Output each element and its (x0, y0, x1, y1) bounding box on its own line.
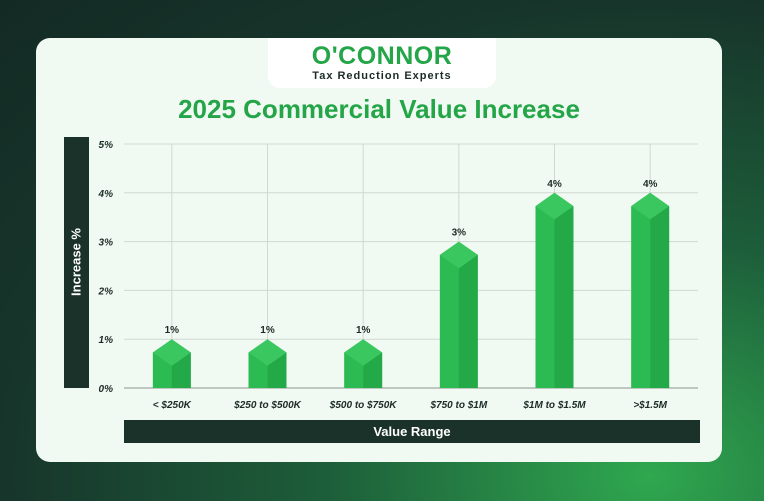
y-tick-label: 4% (98, 189, 114, 200)
data-label: 3% (452, 228, 467, 239)
bar-shade (171, 352, 191, 388)
bar-cap (535, 192, 574, 220)
logo: O'CONNOR Tax Reduction Experts (268, 38, 496, 88)
data-label: 4% (547, 179, 562, 190)
bar-shade (458, 254, 478, 388)
data-label: 1% (260, 325, 275, 336)
chart-title: 2025 Commercial Value Increase (178, 94, 580, 124)
data-label: 4% (643, 179, 658, 190)
x-tick-label: $1M to $1.5M (522, 400, 586, 411)
y-tick-label: 5% (99, 140, 114, 151)
logo-tagline: Tax Reduction Experts (312, 70, 452, 82)
y-tick-label: 3% (99, 238, 114, 249)
x-tick-label: $250 to $500K (233, 400, 301, 411)
data-label: 1% (165, 325, 180, 336)
x-tick-label: < $250K (153, 400, 192, 411)
bar-shade (363, 352, 383, 388)
bar-shade (650, 206, 670, 388)
bar-cap (248, 339, 287, 366)
x-tick-label: $750 to $1M (429, 400, 487, 411)
bar-cap (631, 192, 670, 220)
chart-card (36, 38, 722, 462)
y-tick-label: 1% (99, 335, 114, 346)
data-label: 1% (356, 325, 371, 336)
bar-cap (344, 339, 383, 366)
x-axis-label: Value Range (124, 420, 700, 443)
logo-name: O'CONNOR (311, 42, 453, 70)
x-tick-label: >$1.5M (633, 400, 667, 411)
bar-shade (267, 352, 287, 388)
y-axis-label-bar (64, 137, 89, 388)
bar-cap (439, 241, 478, 269)
bar-cap (152, 339, 191, 366)
x-tick-label: $500 to $750K (329, 400, 397, 411)
bar-shade (554, 206, 574, 388)
y-tick-label: 2% (98, 286, 114, 297)
y-tick-label: 0% (99, 384, 114, 395)
